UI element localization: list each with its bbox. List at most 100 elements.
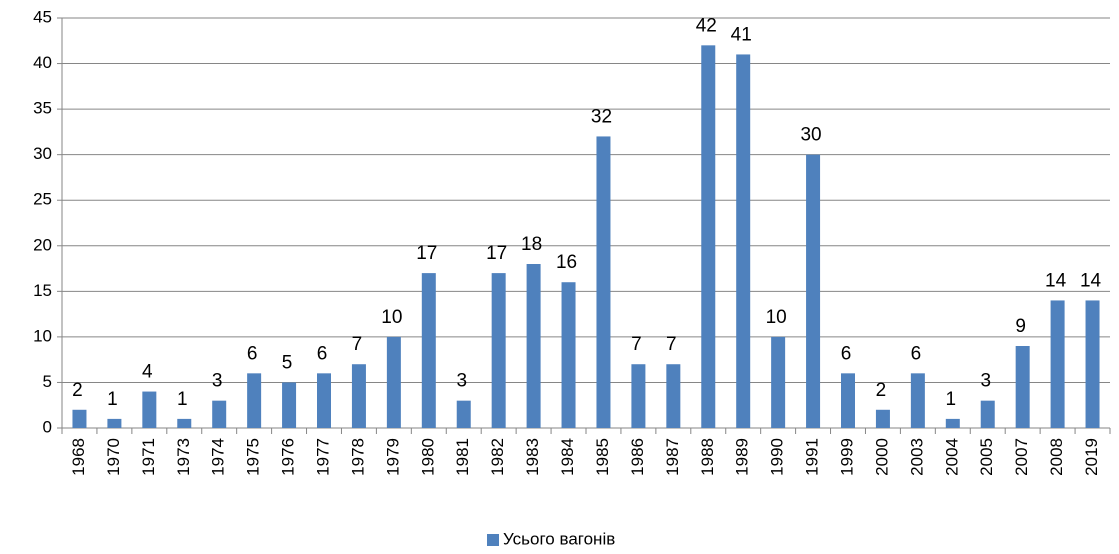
legend-label: Усього вагонів (503, 529, 615, 548)
y-tick-label: 25 (33, 190, 52, 209)
x-tick-label: 1988 (698, 438, 717, 476)
y-tick-label: 40 (33, 53, 52, 72)
x-tick-label: 2008 (1047, 438, 1066, 476)
bar (386, 336, 401, 428)
bar (177, 418, 192, 428)
bar (317, 373, 331, 428)
data-label: 42 (696, 15, 717, 36)
data-label: 1 (946, 389, 957, 410)
x-tick-label: 1987 (663, 438, 682, 476)
legend-swatch (487, 534, 499, 546)
bar (980, 400, 995, 428)
data-label: 10 (766, 307, 787, 328)
data-label: 7 (666, 334, 677, 355)
x-tick-label: 1971 (139, 438, 158, 476)
x-tick-label: 2007 (1012, 438, 1031, 476)
x-tick-label: 1981 (453, 438, 472, 476)
data-label: 18 (521, 234, 542, 255)
data-label: 17 (486, 243, 507, 264)
x-tick-label: 1979 (383, 438, 402, 476)
bar (142, 391, 157, 428)
bar (596, 136, 611, 428)
bar (351, 364, 366, 428)
bar (1085, 300, 1100, 428)
data-label: 10 (381, 307, 402, 328)
bar (247, 373, 262, 428)
data-label: 3 (456, 371, 467, 392)
x-tick-label: 1986 (628, 438, 647, 476)
x-tick-label: 1985 (593, 438, 612, 476)
data-label: 1 (177, 389, 188, 410)
bar (875, 409, 890, 428)
y-tick-label: 0 (43, 417, 52, 436)
data-label: 7 (631, 334, 642, 355)
y-tick-label: 5 (43, 372, 52, 391)
bar (841, 373, 855, 428)
bar (282, 382, 297, 428)
bar (771, 336, 786, 428)
data-label: 14 (1080, 270, 1102, 291)
data-label: 2 (876, 380, 887, 401)
data-label: 5 (282, 352, 293, 373)
x-tick-label: 1990 (768, 438, 787, 476)
bar (491, 273, 506, 428)
data-label: 2 (72, 380, 83, 401)
data-label: 17 (416, 243, 437, 264)
data-label: 16 (556, 252, 577, 273)
y-tick-label: 15 (33, 281, 52, 300)
bar (806, 154, 821, 428)
x-tick-label: 2005 (977, 438, 996, 476)
x-tick-label: 2019 (1082, 438, 1101, 476)
x-tick-label: 1982 (488, 438, 507, 476)
bar (910, 373, 925, 428)
data-label: 6 (247, 343, 258, 364)
bar (561, 282, 576, 428)
bar (107, 418, 122, 428)
data-label: 3 (212, 371, 223, 392)
x-tick-label: 1983 (523, 438, 542, 476)
data-label: 30 (800, 125, 821, 146)
bar (1015, 346, 1030, 428)
data-label: 14 (1045, 270, 1067, 291)
bar (421, 273, 436, 428)
data-label: 4 (142, 362, 153, 383)
x-tick-label: 1970 (104, 438, 123, 476)
data-label: 41 (731, 24, 752, 45)
data-label: 7 (352, 334, 363, 355)
bar (631, 364, 646, 428)
data-label: 32 (591, 106, 612, 127)
x-tick-label: 1980 (418, 438, 437, 476)
bar (666, 364, 681, 428)
x-tick-label: 1999 (837, 438, 856, 476)
x-tick-label: 1976 (279, 438, 298, 476)
bar (72, 409, 87, 428)
x-tick-label: 1989 (733, 438, 752, 476)
data-label: 6 (911, 343, 922, 364)
data-label: 3 (980, 371, 991, 392)
y-tick-label: 10 (33, 326, 52, 345)
data-label: 6 (317, 343, 328, 364)
data-label: 9 (1015, 316, 1026, 337)
y-tick-label: 30 (33, 144, 52, 163)
x-tick-label: 1973 (174, 438, 193, 476)
y-tick-label: 45 (33, 7, 52, 26)
data-label: 6 (841, 343, 852, 364)
x-tick-label: 1978 (348, 438, 367, 476)
x-tick-label: 1977 (313, 438, 332, 476)
data-label: 1 (107, 389, 118, 410)
x-tick-label: 2004 (942, 438, 961, 476)
x-tick-label: 1975 (244, 438, 263, 476)
x-tick-label: 1991 (803, 438, 822, 476)
x-tick-label: 2000 (872, 438, 891, 476)
bar (212, 400, 227, 428)
y-tick-label: 35 (33, 99, 52, 118)
bar (1050, 300, 1065, 428)
x-tick-label: 1984 (558, 438, 577, 476)
x-tick-label: 1968 (69, 438, 88, 476)
x-tick-label: 1974 (209, 438, 228, 476)
bar (945, 418, 960, 428)
bar (526, 264, 541, 428)
y-tick-label: 20 (33, 235, 52, 254)
bar (456, 400, 471, 428)
bar (736, 54, 751, 428)
